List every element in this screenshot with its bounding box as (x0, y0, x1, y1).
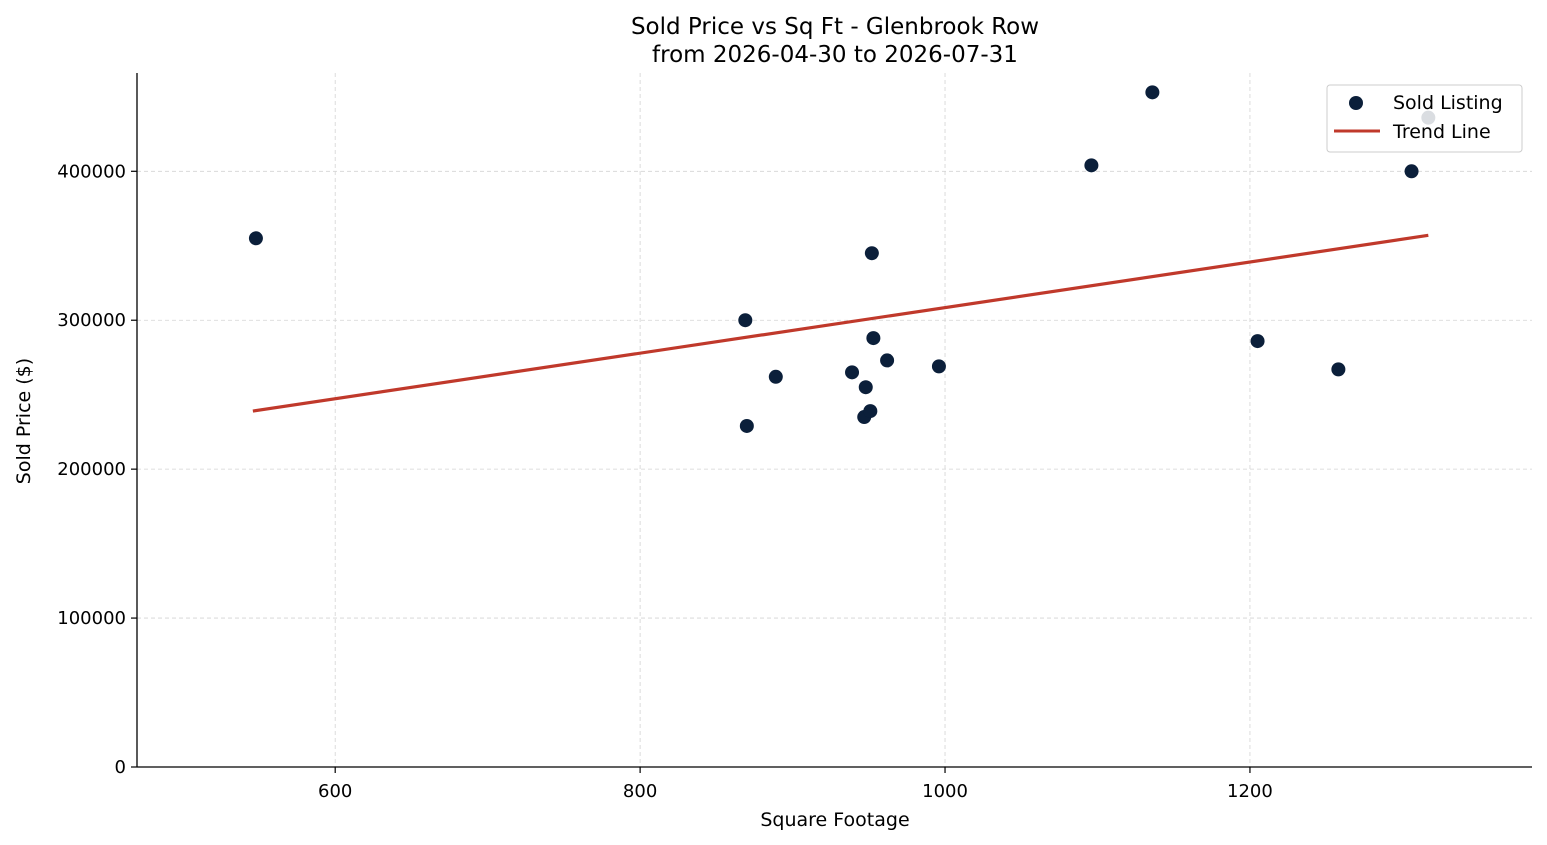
title-group: Sold Price vs Sq Ft - Glenbrook Row from… (631, 14, 1039, 68)
y-tick-label: 100000 (57, 608, 126, 629)
data-point (1250, 334, 1265, 349)
y-axis-label: Sold Price ($) (13, 358, 35, 484)
data-point (739, 418, 754, 433)
data-point (1084, 158, 1099, 173)
y-ticks: 0 100000 200000 300000 400000 (57, 161, 137, 778)
grid (137, 73, 1532, 767)
data-point (738, 313, 753, 328)
x-tick-label: 1200 (1227, 781, 1273, 802)
data-point (1145, 85, 1160, 100)
legend-scatter-marker (1349, 96, 1363, 110)
trend-line (252, 233, 1429, 413)
legend-frame (1326, 84, 1523, 153)
data-point (845, 365, 860, 380)
data-point (931, 359, 946, 374)
data-point (858, 380, 873, 395)
y-tick-label: 300000 (57, 310, 126, 331)
data-point (1404, 164, 1419, 179)
data-point (864, 246, 879, 261)
x-ticks: 600 800 1000 1200 (318, 767, 1273, 802)
chart-subtitle: from 2026-04-30 to 2026-07-31 (652, 42, 1018, 68)
data-point (768, 369, 783, 384)
y-tick-label: 0 (115, 757, 126, 778)
chart-title: Sold Price vs Sq Ft - Glenbrook Row (631, 14, 1039, 40)
x-axis-label: Square Footage (760, 809, 909, 831)
y-tick-label: 200000 (57, 459, 126, 480)
data-point (863, 404, 878, 419)
points-layer (248, 85, 1436, 433)
data-point (866, 331, 881, 346)
data-point (1331, 362, 1346, 377)
x-tick-label: 1000 (922, 781, 968, 802)
trend-line-layer (252, 233, 1429, 413)
legend: Sold Listing Trend Line (1326, 84, 1523, 153)
data-point (248, 231, 263, 246)
data-point (880, 353, 895, 368)
y-tick-label: 400000 (57, 161, 126, 182)
x-tick-label: 800 (623, 781, 657, 802)
x-tick-label: 600 (318, 781, 352, 802)
legend-label-sold-listing: Sold Listing (1393, 92, 1503, 114)
legend-label-trend-line: Trend Line (1392, 121, 1491, 143)
